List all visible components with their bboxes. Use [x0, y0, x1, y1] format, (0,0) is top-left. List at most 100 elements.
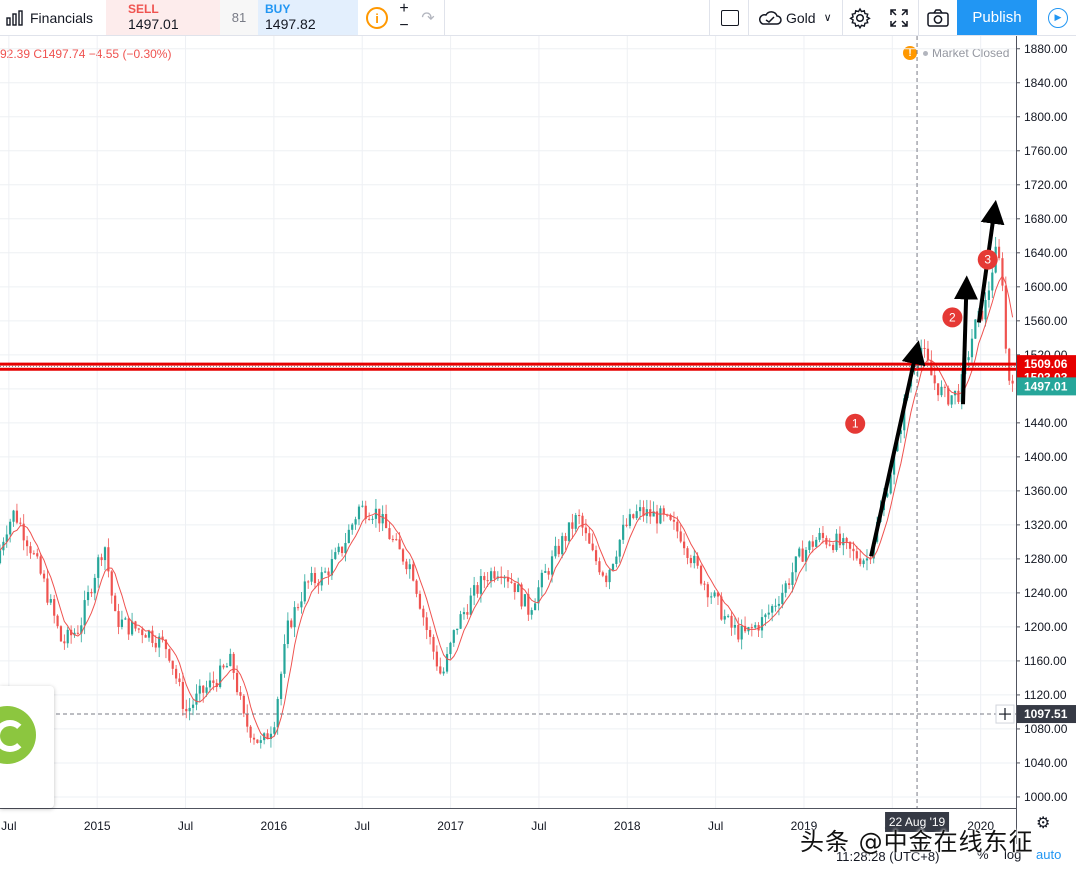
price-label: 1497.01 [1024, 379, 1068, 393]
candle-body [683, 541, 686, 549]
candle-body [49, 599, 52, 603]
candle-body [212, 680, 215, 683]
candle-body [161, 636, 164, 640]
candle-body [5, 534, 8, 542]
candle-body [1011, 380, 1014, 384]
candle-body [733, 624, 736, 628]
candle-body [110, 571, 113, 596]
plus-icon[interactable]: + [399, 0, 409, 17]
candle-body [588, 533, 591, 544]
candle-body [63, 641, 66, 644]
candle-body [15, 510, 19, 523]
candle-body [628, 514, 632, 526]
candle-body [137, 628, 140, 630]
candle-body [527, 594, 530, 615]
candle-body [83, 600, 86, 626]
candle-body [327, 571, 330, 576]
candle-body [737, 624, 740, 640]
candle-body [144, 635, 147, 638]
publish-button[interactable]: Publish [957, 0, 1037, 35]
camera-icon[interactable] [926, 0, 950, 35]
candle-body [943, 386, 946, 388]
financials-button[interactable]: Financials [6, 0, 93, 35]
candle-body [838, 533, 841, 546]
candle-body [141, 629, 144, 636]
percent-scale-toggle[interactable]: % [977, 847, 989, 862]
candle-body [669, 514, 672, 520]
warning-icon: ! [903, 46, 917, 60]
candle-body [473, 585, 476, 596]
candle-body [452, 630, 455, 643]
square-icon[interactable] [720, 0, 740, 35]
sell-button[interactable]: SELL 1497.01 [106, 0, 220, 35]
price-label: 1509.06 [1024, 357, 1068, 371]
auto-scale-toggle[interactable]: auto [1036, 847, 1062, 862]
candle-body [550, 556, 554, 575]
gear-icon[interactable] [848, 0, 872, 35]
moving-average-line [0, 274, 1014, 740]
candle-body [818, 532, 821, 540]
cloud-icon [759, 10, 782, 25]
candle-body [859, 558, 862, 565]
sell-label: SELL [128, 2, 159, 16]
symbol-selector[interactable]: Gold ∨ [758, 0, 832, 35]
buy-button[interactable]: BUY 1497.82 [258, 0, 358, 35]
candle-body [86, 591, 90, 601]
candle-body [415, 580, 418, 594]
candle-body [158, 636, 161, 648]
symbol-label: Gold [786, 9, 816, 26]
candle-body [252, 737, 256, 740]
candle-body [208, 680, 212, 688]
y-tick-label: 1800.00 [1024, 110, 1068, 124]
market-status-label: Market Closed [932, 46, 1010, 60]
candle-body [574, 515, 577, 529]
candle-body [554, 545, 557, 557]
info-icon[interactable]: i [366, 7, 388, 29]
candle-body [395, 539, 398, 541]
x-tick-label: Jul [531, 819, 546, 833]
log-scale-toggle[interactable]: log [1004, 847, 1022, 862]
sell-price: 1497.01 [128, 16, 179, 32]
x-tick-label: 2017 [437, 819, 464, 833]
bar-chart-icon [6, 9, 23, 26]
candle-body [259, 740, 262, 743]
y-tick-label: 1000.00 [1024, 790, 1068, 804]
candle-body [22, 523, 25, 541]
candle-body [591, 543, 594, 551]
candle-body [0, 550, 2, 564]
candle-body [273, 727, 276, 734]
candle-body [266, 733, 269, 739]
redo-icon[interactable]: ↷ [421, 9, 435, 27]
candle-body [168, 649, 171, 661]
x-tick-label: Jul [355, 819, 370, 833]
candle-body [449, 642, 452, 655]
candle-body [791, 572, 794, 585]
candle-body [56, 615, 59, 627]
candle-body [855, 551, 858, 559]
candle-body [202, 685, 205, 693]
x-tick-label: Jul [708, 819, 723, 833]
candle-body [517, 584, 520, 593]
candle-body [239, 692, 242, 696]
trend-arrow [954, 275, 979, 405]
candle-body [754, 625, 757, 628]
candle-body [286, 620, 289, 645]
buy-price: 1497.82 [265, 16, 316, 32]
candle-body [334, 552, 337, 560]
play-icon[interactable]: ▶ [1040, 0, 1076, 35]
candle-body [672, 519, 676, 522]
candle-body [777, 603, 781, 606]
candle-body [892, 451, 896, 475]
candle-body [36, 553, 39, 557]
candle-body [842, 538, 845, 546]
fullscreen-icon[interactable] [887, 0, 911, 35]
annotation-badge [845, 413, 866, 434]
candle-body [283, 644, 286, 674]
price-chart[interactable]: 1000.00 1040.00 1080.00 1120.00 1160.00 1200.… [0, 36, 1076, 844]
candle-body [256, 739, 259, 743]
minus-icon[interactable]: − [399, 17, 409, 34]
price-label-bg [1017, 377, 1076, 396]
candle-body [489, 571, 493, 582]
candle-body [557, 545, 560, 555]
y-tick-label: 1600.00 [1024, 280, 1068, 294]
